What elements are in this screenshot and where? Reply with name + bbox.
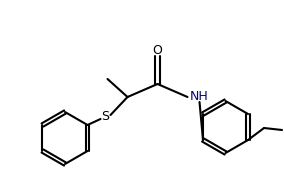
Text: S: S bbox=[101, 111, 110, 123]
Text: O: O bbox=[153, 45, 162, 57]
Text: NH: NH bbox=[189, 90, 208, 103]
